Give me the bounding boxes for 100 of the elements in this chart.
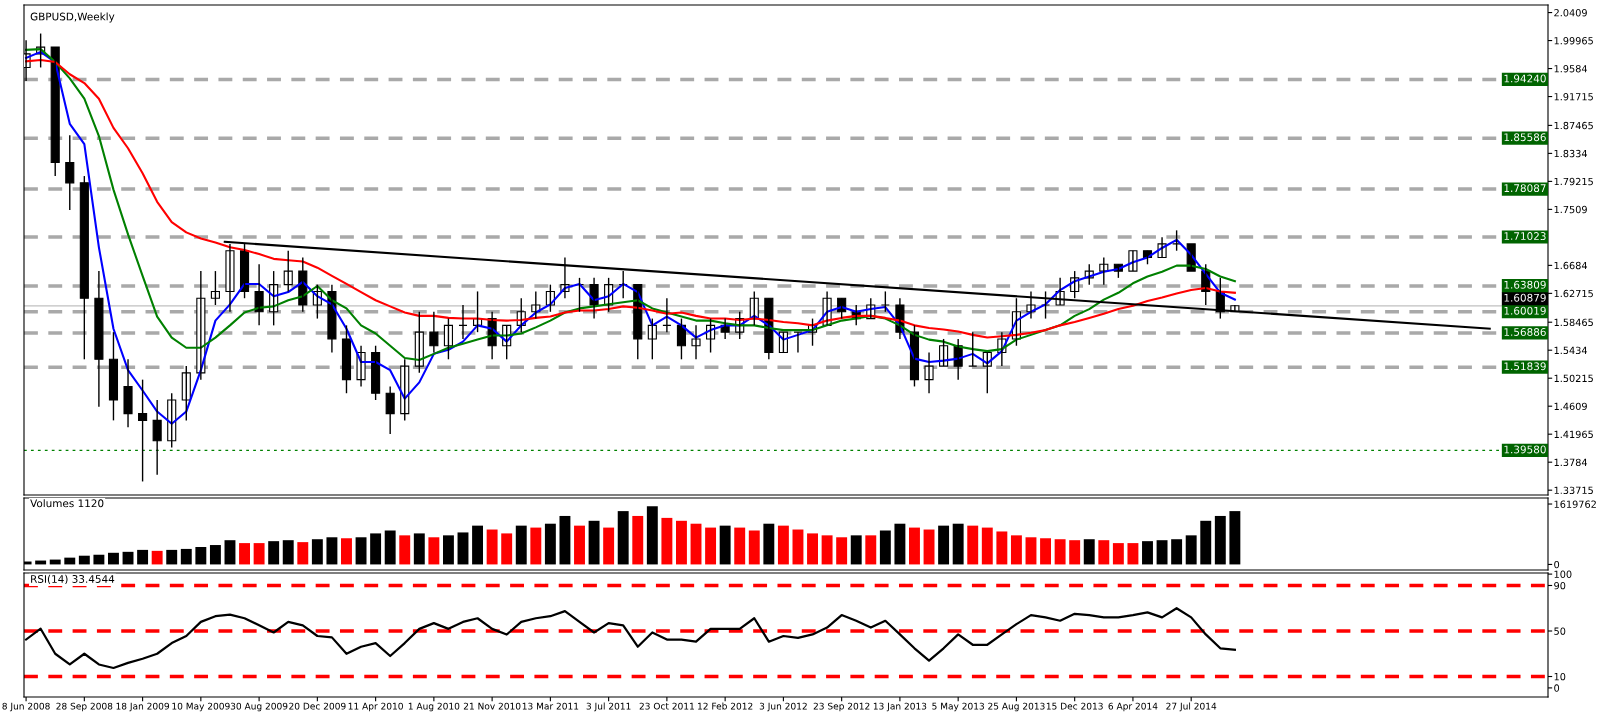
bar — [486, 529, 498, 565]
bar — [1025, 537, 1037, 565]
candlestick — [691, 324, 701, 360]
y-tick-label: 1.8334 — [1554, 149, 1588, 158]
x-tick-label: 15 Dec 2013 — [1046, 702, 1103, 710]
y-tick-label: 1.91715 — [1554, 93, 1593, 101]
x-tick-label: 27 Jul 2014 — [1166, 702, 1217, 712]
x-tick-label: 11 Apr 2010 — [348, 702, 403, 712]
chart-title: RSI(14) 33.4544 — [31, 574, 115, 585]
y-tick-label: 1.87465 — [1554, 121, 1593, 130]
bar — [370, 533, 382, 565]
bar — [78, 555, 90, 565]
y-tick-label: 1.41965 — [1554, 430, 1593, 439]
bar — [297, 542, 309, 565]
bar — [1112, 543, 1124, 565]
bar — [705, 527, 717, 565]
ref-line-label: 1.51839 — [1504, 362, 1546, 371]
bar — [675, 520, 687, 565]
bar — [617, 511, 629, 565]
bar — [632, 515, 644, 565]
bar — [413, 533, 425, 565]
bar — [865, 535, 877, 565]
bar — [1054, 539, 1066, 565]
bar — [341, 538, 352, 565]
y-tick-label: 1.7509 — [1554, 205, 1587, 214]
bar — [530, 527, 542, 565]
bar — [544, 523, 556, 565]
y-tick-label: 1619762 — [1554, 500, 1596, 508]
bar — [603, 527, 615, 565]
x-tick-label: 12 Feb 2012 — [698, 702, 753, 710]
bar — [1083, 539, 1095, 565]
ref-line-label: 1.60879 — [1504, 293, 1546, 302]
bar — [690, 523, 702, 565]
bar — [108, 552, 119, 565]
bar — [734, 527, 746, 565]
y-tick-label: 10 — [1554, 672, 1566, 681]
bar — [909, 527, 920, 565]
bar — [151, 550, 163, 565]
x-tick-label: 5 May 2013 — [932, 702, 984, 712]
bar — [180, 548, 192, 565]
x-tick-label: 28 Sep 2008 — [56, 702, 113, 712]
candlestick — [210, 270, 220, 306]
bar — [981, 527, 993, 565]
bar — [821, 535, 833, 565]
x-tick-label: 21 Nov 2010 — [463, 702, 521, 710]
bar — [836, 537, 848, 565]
y-tick-label: 1.58465 — [1554, 318, 1593, 327]
y-tick-label: 1.5434 — [1554, 346, 1588, 355]
x-tick-label: 6 Apr 2014 — [1108, 702, 1158, 712]
bar — [952, 523, 964, 565]
bar — [661, 517, 673, 565]
y-tick-label: 1.62715 — [1554, 289, 1593, 298]
candlestick — [924, 351, 934, 394]
y-tick-label: 1.99965 — [1554, 37, 1593, 45]
bar — [588, 520, 600, 565]
bar — [384, 530, 396, 565]
bar — [311, 539, 323, 565]
bar — [457, 532, 469, 565]
ref-line-label: 1.56886 — [1504, 328, 1546, 336]
bar — [646, 506, 658, 565]
bar — [807, 533, 818, 565]
y-tick-label: 1.50215 — [1554, 374, 1593, 383]
y-tick-label: 100 — [1554, 570, 1572, 578]
bar — [224, 540, 236, 565]
ref-line-label: 1.63809 — [1504, 280, 1546, 289]
bar — [574, 525, 585, 565]
candlestick — [778, 331, 788, 354]
bar — [472, 525, 484, 565]
bar — [501, 533, 513, 565]
ref-line-label: 1.78087 — [1504, 184, 1546, 193]
y-tick-label: 1.9584 — [1554, 65, 1588, 73]
x-tick-label: 20 Dec 2009 — [289, 702, 346, 710]
y-tick-label: 0 — [1554, 560, 1560, 569]
bar — [996, 531, 1008, 565]
x-tick-label: 3 Jul 2011 — [586, 702, 631, 712]
candlestick — [1128, 250, 1138, 272]
x-tick-label: 8 Jun 2008 — [2, 702, 50, 712]
x-tick-label: 3 Jun 2012 — [759, 702, 807, 712]
bar — [442, 535, 454, 565]
ref-line-label: 1.60019 — [1504, 306, 1546, 315]
bar — [1229, 511, 1241, 565]
bar — [326, 537, 338, 565]
bar — [1142, 541, 1153, 565]
bar — [1214, 515, 1226, 565]
x-tick-label: 25 Aug 2013 — [988, 702, 1045, 712]
bar — [763, 523, 775, 565]
x-tick-label: 13 Mar 2011 — [522, 702, 579, 710]
x-tick-label: 1 Aug 2010 — [408, 702, 460, 712]
ref-line-label: 1.71023 — [1504, 232, 1546, 240]
candlestick — [283, 250, 293, 293]
y-tick-label: 1.79215 — [1554, 177, 1593, 186]
bar — [1185, 535, 1197, 565]
x-tick-label: 10 May 2009 — [172, 702, 230, 712]
y-tick-label: 1.4609 — [1554, 402, 1587, 411]
bar — [938, 525, 950, 565]
bar — [1200, 520, 1212, 565]
y-tick-label: 0 — [1554, 684, 1560, 692]
x-tick-label: 30 Aug 2009 — [230, 702, 288, 712]
chart-title: Volumes 1120 — [30, 499, 104, 508]
y-tick-label: 2.0409 — [1554, 9, 1587, 17]
